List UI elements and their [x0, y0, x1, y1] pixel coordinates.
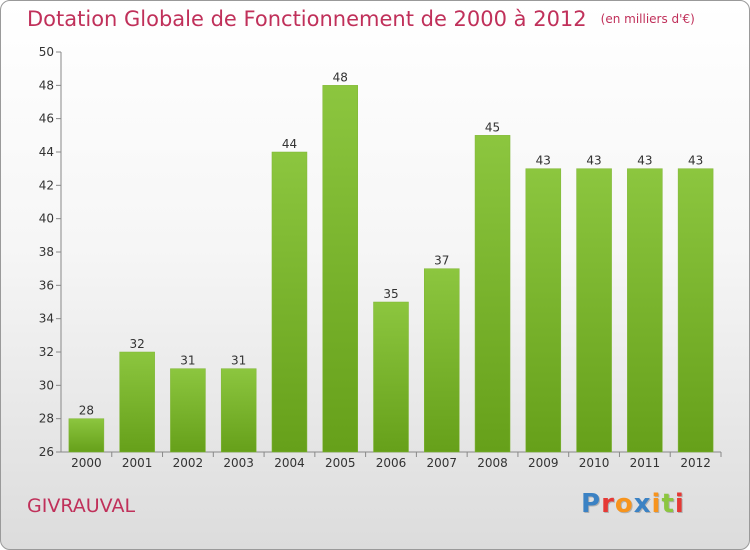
- chart-title: Dotation Globale de Fonctionnement de 20…: [27, 7, 695, 31]
- logo-letter: t: [661, 489, 675, 519]
- data-label: 31: [180, 354, 195, 368]
- bar: [627, 168, 663, 453]
- y-tick-label: 44: [39, 145, 54, 159]
- data-label: 32: [130, 337, 145, 351]
- y-tick-label: 38: [39, 245, 54, 259]
- bar: [322, 85, 358, 453]
- bar: [677, 168, 714, 453]
- commune-name: GIVRAUVAL: [27, 495, 136, 517]
- bar: [576, 168, 612, 453]
- y-tick-label: 40: [39, 212, 54, 226]
- x-tick-label: 2006: [376, 456, 407, 470]
- x-tick-label: 2012: [680, 456, 711, 470]
- data-label: 44: [282, 137, 297, 151]
- logo-letter: i: [651, 489, 662, 519]
- y-tick-label: 26: [39, 445, 54, 459]
- data-label: 45: [485, 120, 500, 134]
- x-tick-label: 2004: [274, 456, 305, 470]
- x-tick-label: 2000: [71, 456, 102, 470]
- bar: [119, 351, 155, 453]
- y-tick-label: 30: [39, 378, 54, 392]
- y-tick-label: 32: [39, 345, 54, 359]
- x-tick-label: 2010: [579, 456, 610, 470]
- chart-title-text: Dotation Globale de Fonctionnement de 20…: [27, 7, 587, 31]
- bars: [68, 85, 714, 453]
- y-tick-label: 50: [39, 45, 54, 59]
- data-label: 31: [231, 354, 246, 368]
- bar: [220, 368, 257, 453]
- data-label: 43: [586, 154, 601, 168]
- y-tick-label: 28: [39, 412, 54, 426]
- data-label: 43: [637, 154, 652, 168]
- data-label: 28: [79, 404, 94, 418]
- x-tick-label: 2003: [223, 456, 254, 470]
- logo-letter: x: [633, 489, 652, 519]
- y-tick-label: 48: [39, 78, 54, 92]
- bar: [525, 168, 562, 453]
- data-label: 43: [536, 154, 551, 168]
- x-tick-label: 2011: [630, 456, 661, 470]
- bar: [170, 368, 206, 453]
- data-labels: 28 32 31 31 44 48 35 37 45 43 43 43 43: [79, 70, 704, 417]
- axes: 26 28 30 32 34 36 38 40 42 44 46 48 50 2000 2001 2002 20…: [39, 45, 722, 470]
- proxiti-logo: Proxiti: [581, 489, 685, 519]
- logo-letter: i: [674, 489, 685, 519]
- logo-letter: r: [601, 489, 615, 519]
- data-label: 43: [688, 154, 703, 168]
- y-tick-label: 42: [39, 178, 54, 192]
- x-tick-label: 2001: [122, 456, 153, 470]
- y-tick-label: 34: [39, 312, 54, 326]
- bar: [68, 418, 105, 453]
- x-tick-label: 2005: [325, 456, 356, 470]
- x-tick-label: 2008: [477, 456, 508, 470]
- logo-letter: P: [581, 489, 602, 519]
- data-label: 48: [333, 70, 348, 84]
- x-tick-label: 2009: [528, 456, 559, 470]
- y-tick-label: 36: [39, 278, 54, 292]
- x-tick-label: 2007: [426, 456, 457, 470]
- data-label: 37: [434, 254, 449, 268]
- chart-unit: (en milliers d'€): [600, 12, 695, 26]
- bar: [373, 301, 409, 453]
- bar: [271, 151, 308, 453]
- bar: [424, 268, 460, 453]
- data-label: 35: [383, 287, 398, 301]
- y-tick-label: 46: [39, 112, 54, 126]
- logo-letter: o: [614, 489, 634, 519]
- bar: [474, 135, 511, 453]
- x-tick-label: 2002: [173, 456, 204, 470]
